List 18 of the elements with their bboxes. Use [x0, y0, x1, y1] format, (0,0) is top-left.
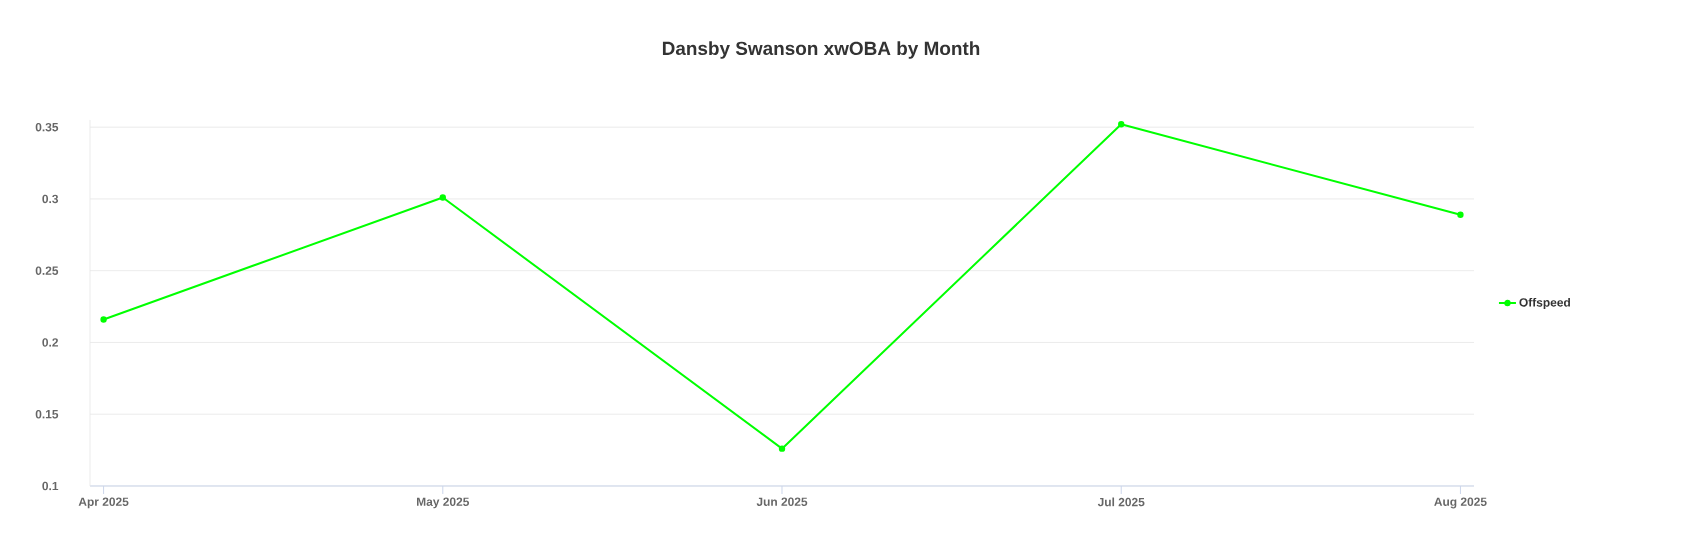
y-tick-label: 0.3: [42, 194, 59, 204]
x-tick-label: Apr 2025: [78, 497, 129, 509]
point: [1457, 211, 1464, 218]
point: [1118, 121, 1125, 128]
point: [778, 445, 786, 452]
y-tick-label: 0.1: [42, 481, 59, 491]
point: [100, 316, 107, 323]
y-tick-label: 0.2: [42, 338, 59, 347]
chart-title: Dansby Swanson xwOBA by Month: [662, 41, 980, 59]
y-tick-label: 0.25: [35, 266, 59, 275]
x-tick-label: Jun 2025: [756, 497, 808, 506]
legend-label: Offspeed: [1519, 297, 1570, 310]
x-tick-label: May 2025: [417, 497, 470, 509]
point: [439, 194, 446, 201]
y-tick-label: 0.35: [35, 122, 59, 132]
x-tick-label: Jul 2025: [1097, 497, 1145, 507]
y-tick-label: 0.15: [35, 409, 59, 419]
x-tick-label: Aug 2025: [1434, 497, 1487, 509]
